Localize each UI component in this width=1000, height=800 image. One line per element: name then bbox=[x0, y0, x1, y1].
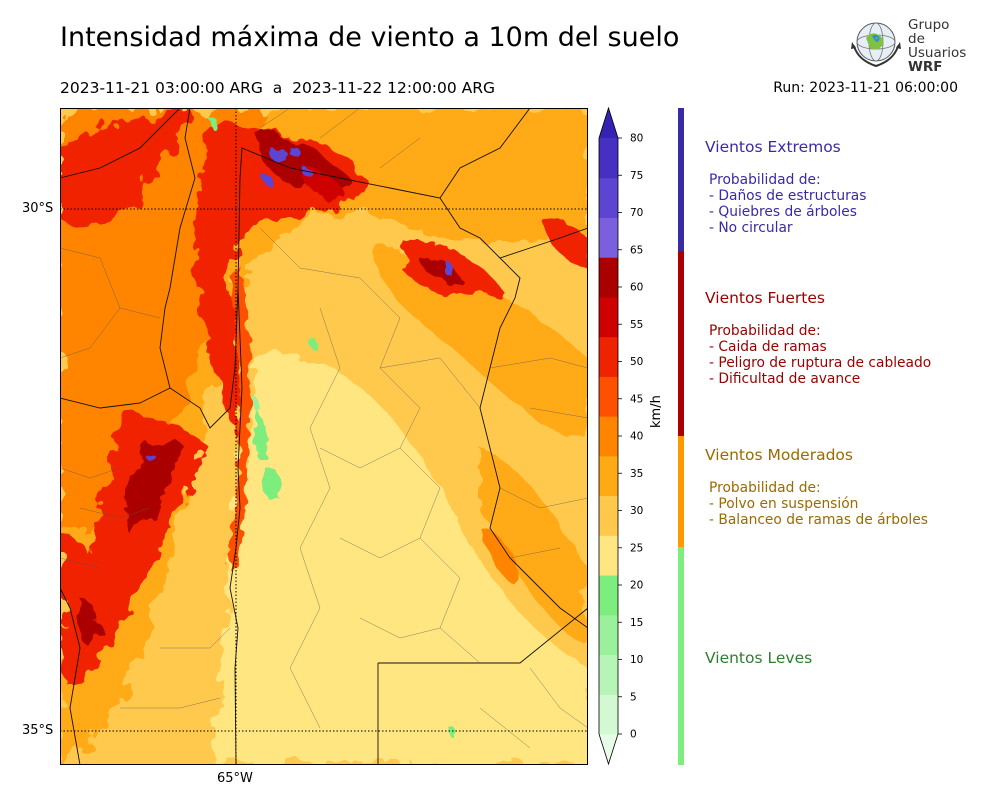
colorbar-tick-label: 45 bbox=[630, 393, 643, 405]
lat-label-35s: 35°S bbox=[22, 723, 54, 738]
strong-bar bbox=[678, 251, 684, 436]
lat-label-30s: 30°S bbox=[22, 201, 54, 216]
colorbar-tick-label: 80 bbox=[630, 133, 643, 145]
category-extreme-item: Probabilidad de: bbox=[709, 172, 821, 188]
colorbar-tick-label: 70 bbox=[630, 207, 643, 219]
category-extreme-item: - Quiebres de árboles bbox=[709, 204, 857, 220]
colorbar-tick-label: 15 bbox=[630, 617, 643, 629]
colorbar-segment bbox=[599, 257, 618, 298]
colorbar-tick-label: 10 bbox=[630, 654, 643, 666]
category-extreme-title: Vientos Extremos bbox=[705, 138, 841, 156]
logo-text: Grupo de Usuarios WRF bbox=[908, 18, 968, 74]
category-strong-title: Vientos Fuertes bbox=[705, 289, 825, 307]
run-time: Run: 2023-11-21 06:00:00 bbox=[773, 80, 958, 96]
colorbar-segment bbox=[599, 575, 618, 616]
colorbar-tick-label: 65 bbox=[630, 244, 643, 256]
globe-logo-icon bbox=[851, 22, 901, 68]
colorbar-segment bbox=[599, 296, 618, 338]
colorbar-tick-label: 35 bbox=[630, 468, 643, 480]
colorbar-segment bbox=[599, 495, 618, 536]
category-strong-item: - Dificultad de avance bbox=[709, 371, 861, 387]
colorbar-segment bbox=[599, 654, 618, 695]
category-moderate-item: - Balanceo de ramas de árboles bbox=[709, 512, 928, 528]
colorbar-tick-label: 40 bbox=[630, 431, 643, 443]
category-moderate-item: Probabilidad de: bbox=[709, 480, 821, 496]
department-borders bbox=[60, 108, 588, 749]
colorbar-segment bbox=[599, 455, 618, 497]
category-strong-list: Probabilidad de: - Caida de ramas - Peli… bbox=[709, 323, 931, 387]
wind-field bbox=[60, 108, 588, 765]
colorbar-tick-label: 0 bbox=[630, 729, 637, 741]
extreme-bar bbox=[678, 108, 684, 251]
category-extreme-item: - Daños de estructuras bbox=[709, 188, 867, 204]
colorbar-segment bbox=[599, 694, 618, 735]
category-moderate-title: Vientos Moderados bbox=[705, 446, 853, 464]
logo-line-2: Usuarios bbox=[908, 45, 967, 61]
logo-line-1: Grupo de bbox=[908, 17, 950, 47]
category-extreme-list: Probabilidad de: - Daños de estructuras … bbox=[709, 172, 866, 236]
colorbar-tick-label: 20 bbox=[630, 580, 643, 592]
forecast-period: 2023-11-21 03:00:00 ARG a 2023-11-22 12:… bbox=[60, 79, 496, 97]
graticule bbox=[60, 108, 588, 765]
category-strong-item: Probabilidad de: bbox=[709, 323, 821, 339]
moderate-bar bbox=[678, 436, 684, 547]
colorbar-segment bbox=[599, 614, 618, 656]
category-moderate-list: Probabilidad de: - Polvo en suspensión -… bbox=[709, 480, 928, 528]
category-strong-item: - Caida de ramas bbox=[709, 339, 827, 355]
colorbar-tick-label: 55 bbox=[630, 319, 643, 331]
category-light-title: Vientos Leves bbox=[705, 649, 813, 667]
category-extreme-item: - No circular bbox=[709, 220, 793, 236]
colorbar-segment bbox=[599, 535, 618, 576]
colorbar-unit: km/h bbox=[649, 395, 664, 428]
light-bar bbox=[678, 547, 684, 765]
colorbar-segment bbox=[599, 217, 618, 258]
colorbar-segment bbox=[599, 734, 618, 764]
colorbar-segment bbox=[599, 416, 618, 457]
colorbar: 0 5 10 15 20 25 30 35 40 45 50 55 60 65 70 75 80 bbox=[598, 106, 643, 766]
colorbar-segment bbox=[599, 138, 618, 179]
lon-label-65w: 65°W bbox=[217, 771, 253, 786]
wind-detail bbox=[60, 117, 519, 738]
colorbar-tick-label: 60 bbox=[630, 282, 643, 294]
colorbar-segment bbox=[599, 336, 618, 377]
colorbar-tick-label: 30 bbox=[630, 505, 643, 517]
colorbar-tick-label: 75 bbox=[630, 170, 643, 182]
logo-line-3: WRF bbox=[908, 59, 943, 75]
grupo-usuarios-wrf-logo: Grupo de Usuarios WRF bbox=[848, 16, 968, 74]
colorbar-tick-label: 5 bbox=[630, 691, 637, 703]
chart-title: Intensidad máxima de viento a 10m del su… bbox=[60, 22, 680, 53]
category-moderate-item: - Polvo en suspensión bbox=[709, 496, 859, 512]
colorbar-segment bbox=[599, 177, 618, 218]
colorbar-tick-label: 25 bbox=[630, 542, 643, 554]
category-strong-item: - Peligro de ruptura de cableado bbox=[709, 355, 932, 371]
colorbar-segment bbox=[599, 108, 618, 138]
colorbar-segment bbox=[599, 376, 618, 417]
map-frame bbox=[60, 108, 588, 765]
colorbar-tick-label: 50 bbox=[630, 356, 643, 368]
wind-map bbox=[60, 108, 588, 765]
